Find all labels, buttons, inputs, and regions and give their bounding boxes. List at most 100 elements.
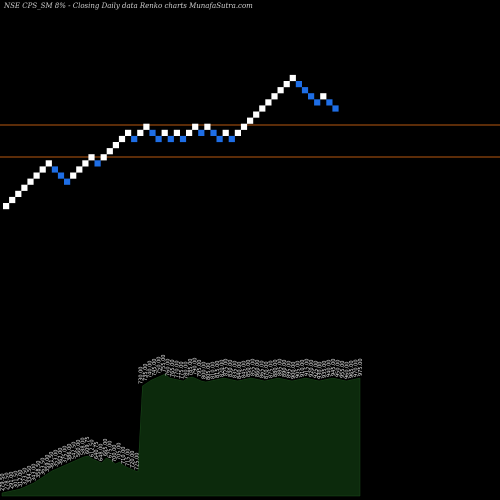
price-label: 730.00 bbox=[139, 367, 145, 385]
price-label: 820.00 bbox=[219, 360, 225, 378]
price-label: 815.00 bbox=[215, 361, 221, 379]
up-brick bbox=[204, 123, 211, 130]
down-brick bbox=[332, 105, 339, 112]
price-label: 945.00 bbox=[331, 359, 337, 377]
up-brick bbox=[27, 178, 34, 185]
up-brick bbox=[76, 166, 83, 173]
price-label: 358.50 bbox=[36, 461, 42, 479]
price-label: 735.00 bbox=[143, 364, 149, 382]
down-brick bbox=[210, 129, 217, 136]
price-label: 386.00 bbox=[67, 444, 73, 462]
price-label: 715.00 bbox=[125, 449, 131, 467]
up-brick bbox=[70, 172, 77, 179]
price-label: 855.00 bbox=[251, 359, 257, 377]
up-brick bbox=[45, 160, 52, 167]
price-label: 361.50 bbox=[49, 452, 55, 470]
price-label: 865.00 bbox=[260, 361, 266, 379]
price-label: 895.00 bbox=[286, 361, 292, 379]
price-label: 795.00 bbox=[197, 360, 203, 378]
down-brick bbox=[167, 135, 174, 143]
up-brick bbox=[137, 129, 144, 136]
price-label: 278.50 bbox=[5, 473, 11, 491]
price-label: 775.00 bbox=[179, 362, 185, 380]
price-label: 740.00 bbox=[148, 361, 154, 379]
up-brick bbox=[289, 74, 296, 82]
price-label: 810.00 bbox=[210, 362, 216, 380]
price-label: 640.75 bbox=[94, 442, 100, 460]
up-brick bbox=[259, 105, 266, 112]
price-label: 343.00 bbox=[31, 464, 37, 482]
down-brick bbox=[228, 135, 235, 143]
price-label: 705.00 bbox=[116, 443, 122, 461]
price-label: 845.00 bbox=[242, 361, 248, 379]
price-label: 609.75 bbox=[85, 437, 91, 455]
price-label: 780.00 bbox=[184, 362, 190, 380]
up-brick bbox=[271, 93, 278, 100]
price-label: 875.00 bbox=[269, 361, 275, 379]
volume-area bbox=[1, 373, 361, 497]
price-label: 950.00 bbox=[336, 360, 342, 378]
down-brick bbox=[155, 135, 162, 143]
up-brick bbox=[283, 81, 290, 88]
price-label: 915.00 bbox=[304, 359, 310, 377]
price-label: 785.00 bbox=[188, 359, 194, 377]
price-label: 725.00 bbox=[134, 453, 140, 471]
price-label: 291.00 bbox=[9, 472, 15, 490]
price-label: 920.00 bbox=[309, 360, 315, 378]
up-brick bbox=[253, 111, 260, 118]
price-label: 745.00 bbox=[152, 359, 158, 377]
price-label: 588.00 bbox=[81, 438, 87, 456]
price-label: 279.50 bbox=[0, 474, 6, 492]
price-label: 930.00 bbox=[318, 362, 324, 380]
price-label: 665.00 bbox=[103, 439, 109, 457]
up-brick bbox=[112, 142, 119, 149]
up-brick bbox=[106, 148, 113, 155]
up-brick bbox=[173, 129, 180, 136]
up-brick bbox=[222, 129, 229, 136]
price-label: 860.00 bbox=[255, 360, 261, 378]
price-label: 770.00 bbox=[175, 361, 181, 379]
up-brick bbox=[265, 99, 272, 106]
up-brick bbox=[15, 190, 22, 197]
price-label: 334.50 bbox=[27, 466, 33, 484]
price-label: 710.00 bbox=[121, 447, 127, 465]
down-brick bbox=[149, 129, 156, 136]
down-brick bbox=[326, 99, 333, 106]
price-label: 970.00 bbox=[354, 360, 360, 378]
price-label: 353.00 bbox=[54, 450, 60, 468]
price-label: 910.00 bbox=[300, 360, 306, 378]
up-brick bbox=[192, 123, 199, 130]
price-label: 765.00 bbox=[170, 360, 176, 378]
up-brick bbox=[247, 117, 254, 124]
up-brick bbox=[3, 203, 10, 210]
up-brick bbox=[234, 129, 241, 136]
down-brick bbox=[131, 135, 138, 143]
price-label: 900.00 bbox=[291, 362, 297, 380]
up-brick bbox=[240, 123, 248, 130]
price-label: 965.00 bbox=[349, 361, 355, 379]
up-brick bbox=[82, 160, 89, 167]
price-label: 301.50 bbox=[13, 471, 19, 489]
up-brick bbox=[100, 154, 107, 161]
up-brick bbox=[21, 184, 28, 191]
price-label: 825.00 bbox=[224, 359, 230, 377]
price-label: 750.00 bbox=[157, 357, 163, 375]
down-brick bbox=[51, 166, 58, 173]
down-brick bbox=[216, 135, 223, 143]
up-brick bbox=[118, 135, 126, 143]
up-brick bbox=[88, 154, 95, 161]
up-brick bbox=[277, 87, 284, 94]
price-label: 940.00 bbox=[327, 360, 333, 378]
chart-title: NSE CPS_SM 8% - Closing Daily data Renko… bbox=[4, 2, 253, 10]
price-label: 960.00 bbox=[345, 362, 351, 380]
price-label: 542.50 bbox=[72, 442, 78, 460]
price-label: 700.00 bbox=[112, 445, 118, 463]
down-brick bbox=[179, 135, 187, 143]
down-brick bbox=[198, 129, 205, 136]
price-label: 359.00 bbox=[45, 455, 51, 473]
price-label: 805.00 bbox=[206, 363, 212, 381]
price-label: 720.00 bbox=[130, 451, 136, 469]
down-brick bbox=[295, 81, 302, 88]
price-label: 870.00 bbox=[264, 362, 270, 380]
